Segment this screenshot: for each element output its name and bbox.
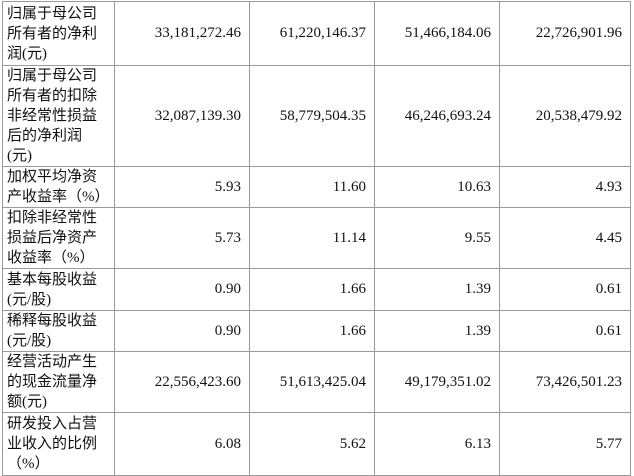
value-cell: 20,538,479.92 xyxy=(499,65,631,167)
row-label-text: 归属于母公司所有者的净利润(元) xyxy=(7,5,98,62)
table-row: 归属于母公司所有者的净利润(元) 33,181,272.46 61,220,146.… xyxy=(2,1,631,66)
value-cell: 0.61 xyxy=(499,310,631,352)
value-cell: 4.45 xyxy=(499,207,631,269)
value-cell: 11.60 xyxy=(249,166,375,208)
value-cell: 5.73 xyxy=(114,207,250,269)
row-label: 基本每股收益(元/股) xyxy=(2,268,115,311)
value-cell: 10.63 xyxy=(374,166,500,208)
row-label-text: 研发投入占营业收入的比例（%） xyxy=(7,416,98,472)
value-cell: 11.14 xyxy=(249,207,375,269)
row-label-text: 归属于母公司所有者的扣除非经常性损益后的净利润(元) xyxy=(7,68,98,164)
value-cell: 1.39 xyxy=(374,310,500,352)
value-cell: 6.13 xyxy=(374,412,500,476)
value-cell: 0.90 xyxy=(114,310,250,352)
row-label: 经营活动产生的现金流量净额(元) xyxy=(2,351,115,413)
value-cell: 73,426,501.23 xyxy=(499,351,631,413)
value-cell: 5.62 xyxy=(249,412,375,476)
table-row: 加权平均净资产收益率（%） 5.93 11.60 10.63 4.93 xyxy=(2,166,631,208)
value-cell: 9.55 xyxy=(374,207,500,269)
row-label: 归属于母公司所有者的扣除非经常性损益后的净利润(元) xyxy=(2,65,115,167)
value-cell: 4.93 xyxy=(499,166,631,208)
value-cell: 22,556,423.60 xyxy=(114,351,250,413)
value-cell: 51,613,425.04 xyxy=(249,351,375,413)
table-row: 扣除非经常性损益后净资产收益率（%） 5.73 11.14 9.55 4.45 xyxy=(2,207,631,269)
row-label: 研发投入占营业收入的比例（%） xyxy=(2,412,115,476)
table-row: 基本每股收益(元/股) 0.90 1.66 1.39 0.61 xyxy=(2,268,631,311)
table-row: 研发投入占营业收入的比例（%） 6.08 5.62 6.13 5.77 xyxy=(2,412,631,476)
value-cell: 1.39 xyxy=(374,268,500,311)
value-cell: 5.93 xyxy=(114,166,250,208)
table-row: 经营活动产生的现金流量净额(元) 22,556,423.60 51,613,425.… xyxy=(2,351,631,413)
value-cell: 1.66 xyxy=(249,310,375,352)
value-cell: 33,181,272.46 xyxy=(114,1,250,66)
table-row: 归属于母公司所有者的扣除非经常性损益后的净利润(元) 32,087,139.30 5… xyxy=(2,65,631,167)
row-label-text: 基本每股收益(元/股) xyxy=(7,271,98,308)
row-label-text: 稀释每股收益(元/股) xyxy=(7,313,98,349)
row-label: 归属于母公司所有者的净利润(元) xyxy=(2,1,115,66)
row-label-text: 加权平均净资产收益率（%） xyxy=(7,169,110,205)
value-cell: 5.77 xyxy=(499,412,631,476)
value-cell: 32,087,139.30 xyxy=(114,65,250,167)
value-cell: 46,246,693.24 xyxy=(374,65,500,167)
value-cell: 0.61 xyxy=(499,268,631,311)
table-row: 稀释每股收益(元/股) 0.90 1.66 1.39 0.61 xyxy=(2,310,631,352)
row-label: 加权平均净资产收益率（%） xyxy=(2,166,115,208)
row-label-text: 经营活动产生的现金流量净额(元) xyxy=(7,354,98,410)
value-cell: 22,726,901.96 xyxy=(499,1,631,66)
row-label: 扣除非经常性损益后净资产收益率（%） xyxy=(2,207,115,269)
row-label: 稀释每股收益(元/股) xyxy=(2,310,115,352)
value-cell: 49,179,351.02 xyxy=(374,351,500,413)
value-cell: 61,220,146.37 xyxy=(249,1,375,66)
value-cell: 6.08 xyxy=(114,412,250,476)
value-cell: 51,466,184.06 xyxy=(374,1,500,66)
value-cell: 1.66 xyxy=(249,268,375,311)
value-cell: 58,779,504.35 xyxy=(249,65,375,167)
row-label-text: 扣除非经常性损益后净资产收益率（%） xyxy=(7,210,98,266)
value-cell: 0.90 xyxy=(114,268,250,311)
